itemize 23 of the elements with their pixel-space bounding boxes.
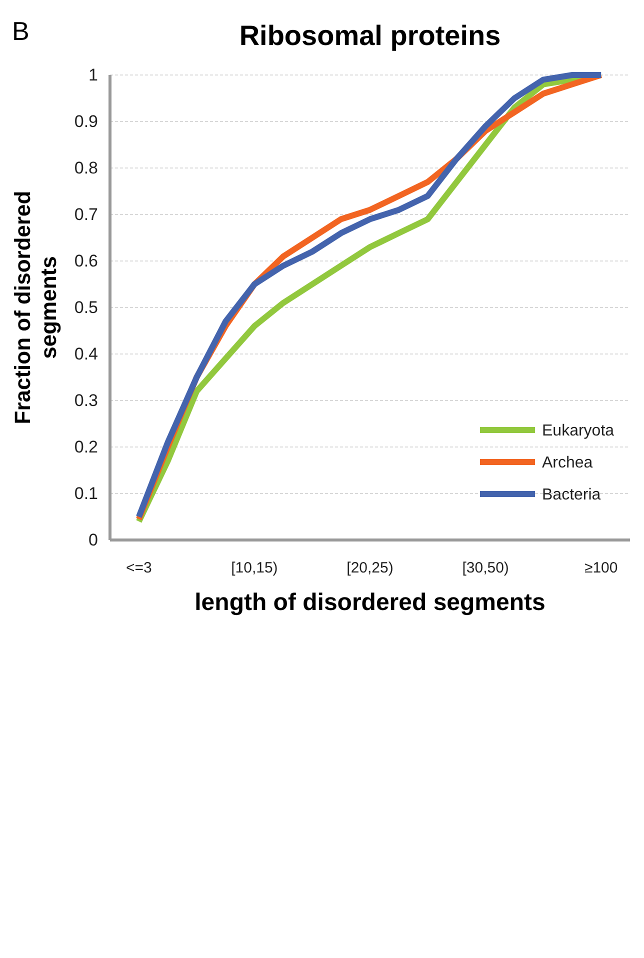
y-axis-title: Fraction of disordered segments: [10, 190, 61, 424]
legend-label: Eukaryota: [542, 422, 614, 440]
y-tick-label: 0.4: [74, 344, 98, 364]
legend-label: Archea: [542, 454, 593, 472]
x-tick-label: [20,25): [346, 560, 394, 577]
y-tick-label: 0.2: [74, 437, 98, 456]
y-tick-label: 0.3: [74, 390, 98, 410]
y-tick-label: 0.8: [74, 158, 98, 178]
y-tick-label: 0.7: [74, 204, 98, 224]
legend-label: Bacteria: [542, 486, 601, 504]
x-tick-label: <=3: [126, 560, 152, 577]
y-tick-label: 0.5: [74, 298, 98, 317]
y-tick-label: 0.6: [74, 251, 98, 270]
x-tick-label: [10,15): [231, 560, 278, 577]
y-tick-label: 1: [88, 65, 98, 84]
x-tick-label: ≥100: [584, 560, 618, 577]
y-tick-label: 0.9: [74, 112, 98, 131]
y-tick-label: 0: [88, 530, 98, 550]
chart-title: Ribosomal proteins: [239, 20, 501, 51]
y-tick-label: 0.1: [74, 484, 98, 503]
x-axis-title: length of disordered segments: [194, 589, 546, 616]
x-tick-label: [30,50): [462, 560, 509, 577]
text: B: [12, 16, 30, 46]
